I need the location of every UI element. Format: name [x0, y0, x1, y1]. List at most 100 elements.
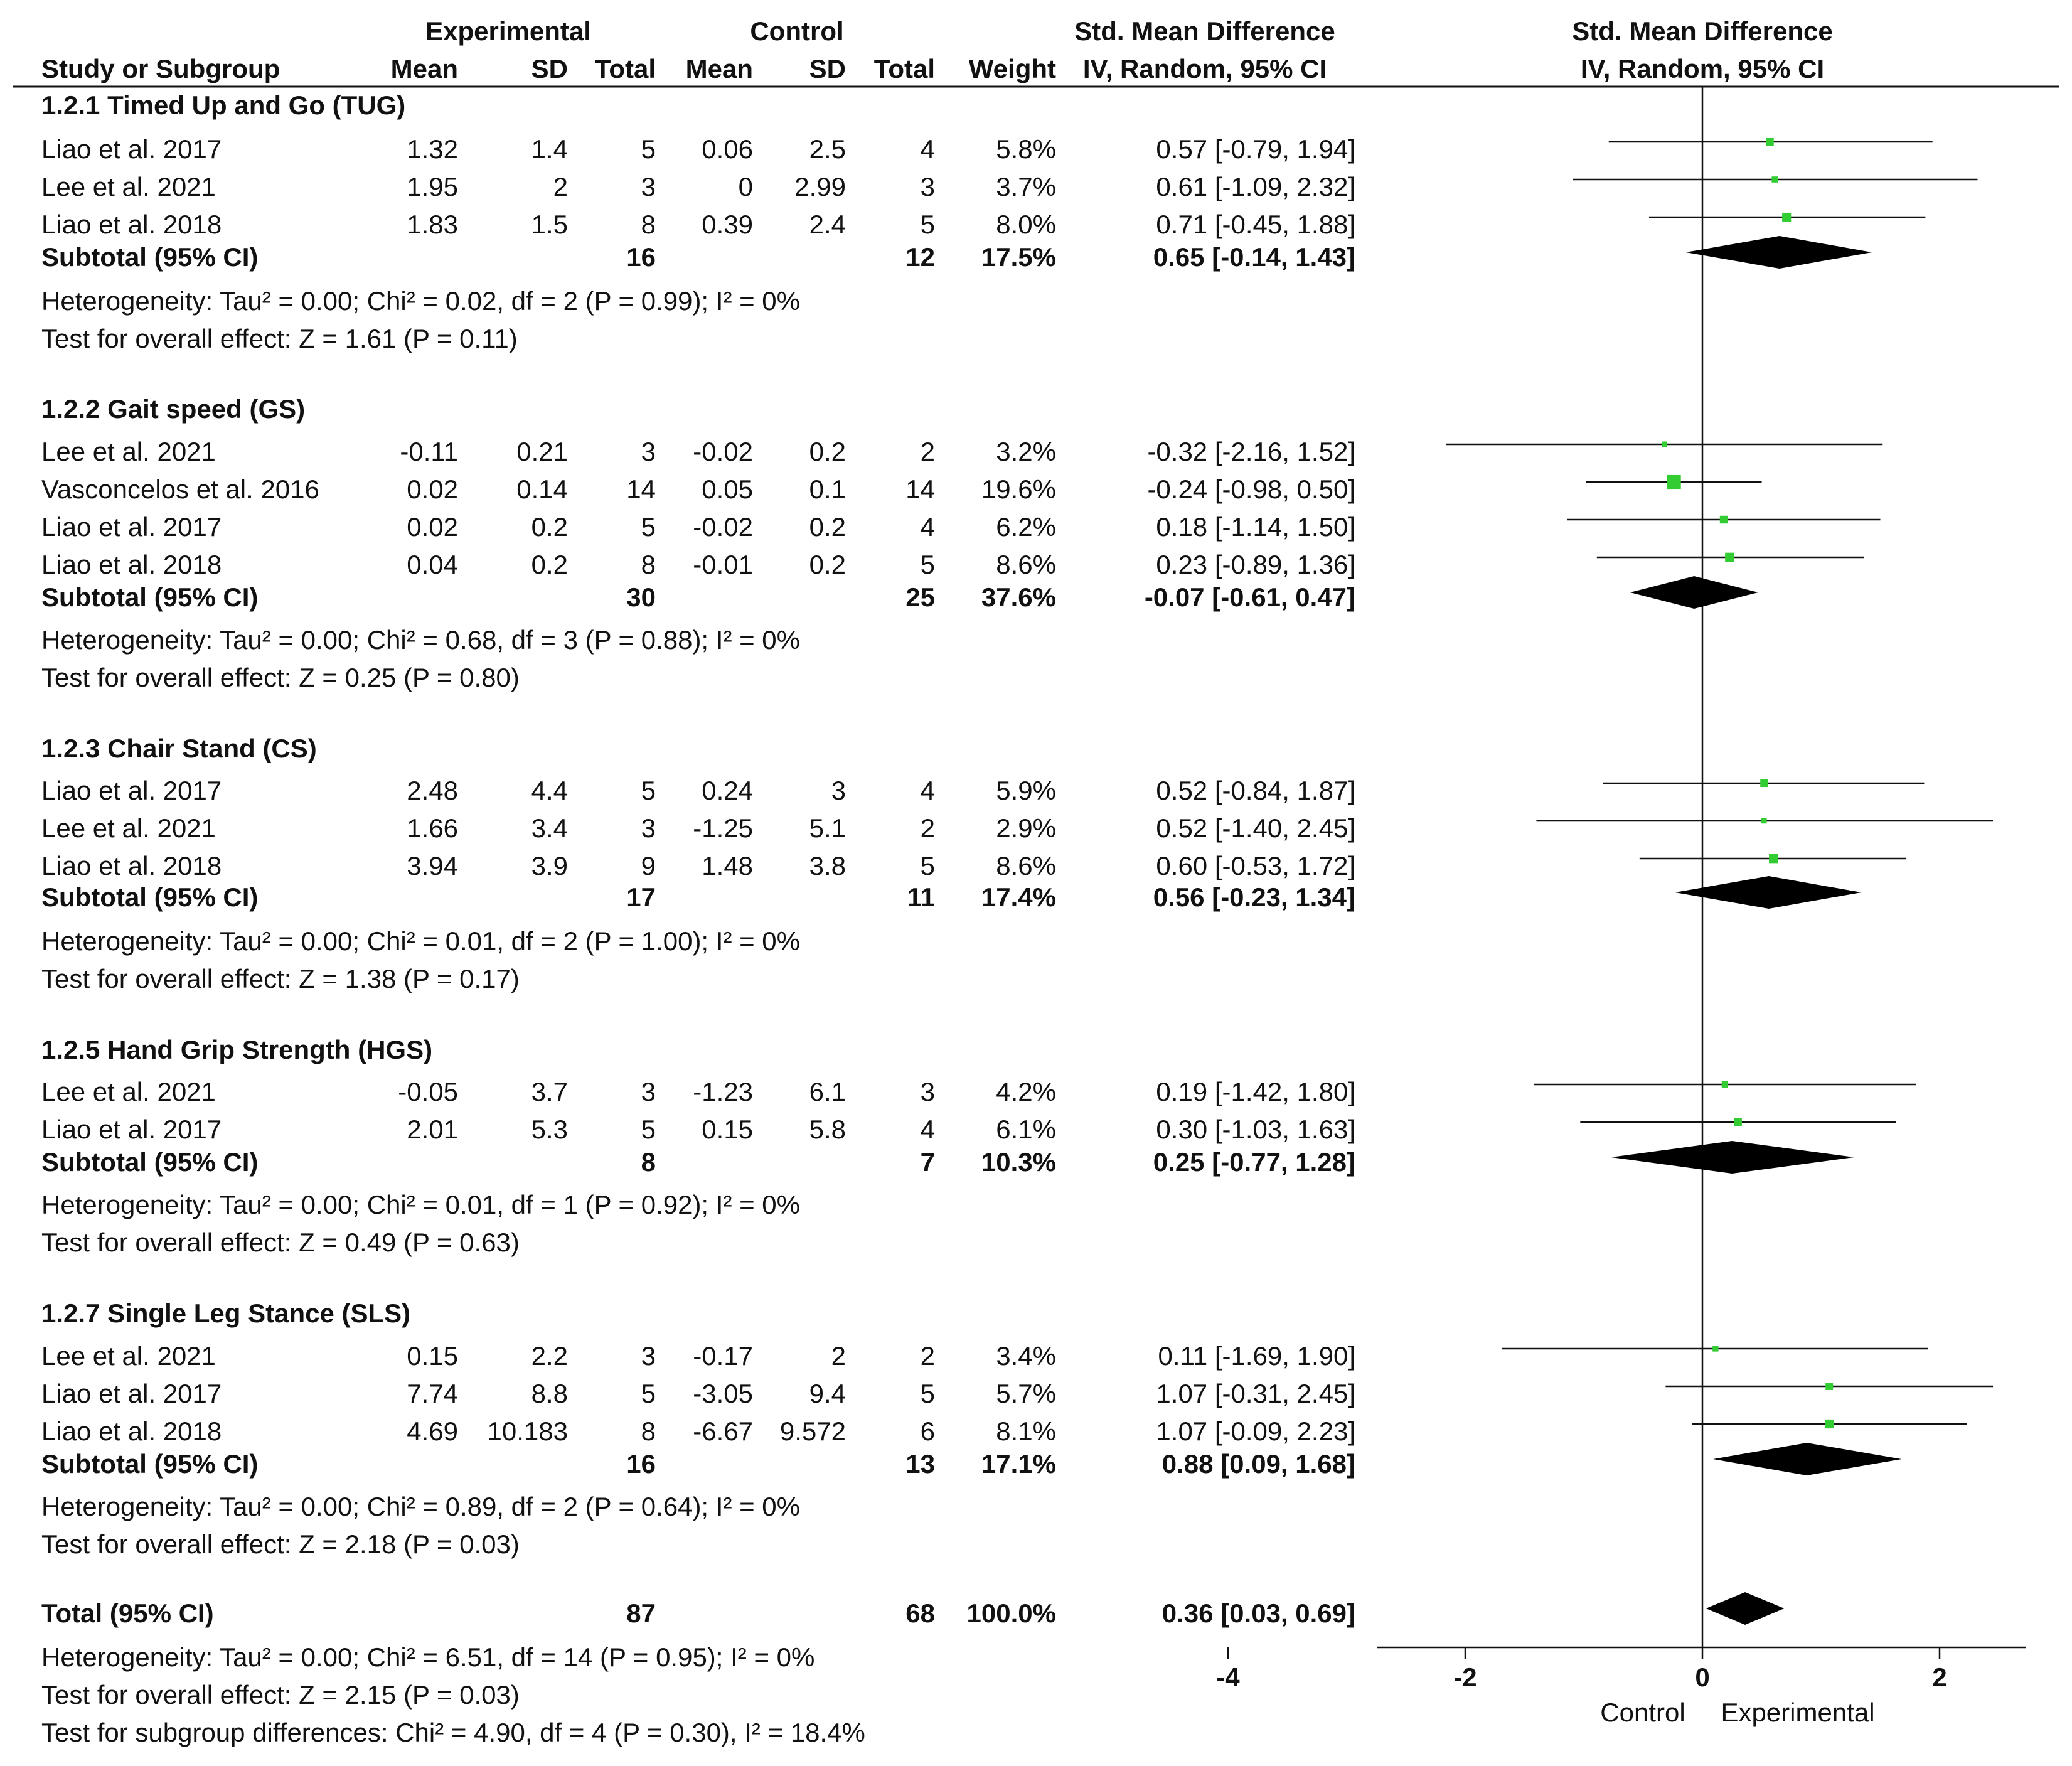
c-mean: -0.02 [693, 512, 753, 542]
subtotal-diamond [1685, 236, 1872, 269]
e-total: 5 [641, 1115, 656, 1144]
e-sd: 3.7 [531, 1077, 568, 1106]
subtotal-ci-text: 0.88 [0.09, 1.68] [1161, 1449, 1355, 1479]
c-sd: 2.5 [809, 134, 846, 164]
ci-text: 0.11 [-1.69, 1.90] [1158, 1341, 1355, 1371]
e-mean: -0.11 [400, 437, 458, 466]
subtotal-e-total: 16 [626, 242, 656, 272]
c-sd: 0.2 [809, 437, 846, 466]
total-label: Total (95% CI) [41, 1598, 214, 1628]
ci-text: 0.71 [-0.45, 1.88] [1156, 210, 1355, 239]
e-sd: 1.5 [531, 210, 568, 239]
c-sd: 6.1 [809, 1077, 846, 1106]
c-mean: 0.39 [702, 210, 753, 239]
c-sd: 5.8 [809, 1115, 846, 1144]
e-mean: 0.02 [407, 512, 458, 542]
e-total: 8 [641, 210, 656, 239]
overall-effect-text: Test for overall effect: Z = 2.18 (P = 0… [41, 1529, 520, 1559]
subtotal-diamond [1713, 1443, 1902, 1475]
total-weight: 100.0% [966, 1598, 1056, 1628]
favours-experimental: Experimental [1721, 1698, 1875, 1727]
header-smd-table: Std. Mean Difference [1074, 16, 1335, 46]
c-mean: -6.67 [693, 1416, 753, 1446]
subtotal-label: Subtotal (95% CI) [41, 882, 259, 912]
heterogeneity-text: Heterogeneity: Tau² = 0.00; Chi² = 0.89,… [41, 1492, 800, 1521]
c-mean: -0.02 [693, 437, 753, 466]
weight: 4.2% [996, 1077, 1056, 1106]
x-tick-label: 0 [1695, 1662, 1710, 1692]
e-sd: 0.2 [531, 512, 568, 542]
effect-square [1662, 441, 1667, 447]
e-mean: 2.01 [407, 1115, 458, 1144]
e-total: 5 [641, 134, 656, 164]
heterogeneity-text: Heterogeneity: Tau² = 0.00; Chi² = 0.68,… [41, 625, 800, 655]
subtotal-c-total: 13 [905, 1449, 935, 1479]
weight: 5.9% [996, 776, 1056, 805]
effect-square [1734, 1118, 1742, 1126]
c-sd: 3 [831, 776, 846, 805]
effect-square [1769, 854, 1778, 864]
c-sd: 0.2 [809, 512, 846, 542]
c-mean: 0.24 [702, 776, 753, 805]
c-sd: 2 [831, 1341, 846, 1371]
study-name: Lee et al. 2021 [41, 813, 216, 843]
weight: 8.6% [996, 851, 1056, 880]
effect-square [1825, 1383, 1834, 1390]
ci-text: -0.24 [-0.98, 0.50] [1147, 474, 1355, 504]
group-title: 1.2.7 Single Leg Stance (SLS) [41, 1298, 411, 1328]
c-total: 4 [920, 776, 935, 805]
ci-text: 0.61 [-1.09, 2.32] [1156, 172, 1355, 201]
overall-effect-text: Test for overall effect: Z = 0.25 (P = 0… [41, 663, 520, 692]
e-mean: 2.48 [407, 776, 458, 805]
ci-text: -0.32 [-2.16, 1.52] [1147, 437, 1355, 466]
subtotal-weight: 10.3% [981, 1147, 1056, 1177]
c-mean: 0.15 [702, 1115, 753, 1144]
x-tick-label: -2 [1453, 1662, 1477, 1692]
study-name: Liao et al. 2017 [41, 512, 222, 542]
col-ci-table: IV, Random, 95% CI [1082, 54, 1327, 83]
e-mean: 0.15 [407, 1341, 458, 1371]
effect-square [1719, 515, 1728, 524]
e-sd: 2.2 [531, 1341, 568, 1371]
e-mean: 3.94 [407, 851, 458, 880]
e-mean: 0.04 [407, 550, 458, 579]
c-total: 5 [920, 1379, 935, 1408]
subtotal-c-total: 7 [920, 1147, 935, 1177]
header-smd-plot: Std. Mean Difference [1572, 16, 1833, 46]
subtotal-c-total: 11 [907, 882, 935, 912]
e-total: 5 [641, 1379, 656, 1408]
e-total: 5 [641, 512, 656, 542]
study-name: Liao et al. 2017 [41, 134, 222, 164]
c-mean: -3.05 [693, 1379, 753, 1408]
c-total: 4 [920, 512, 935, 542]
study-name: Lee et al. 2021 [41, 1341, 216, 1371]
total-c-total: 68 [905, 1598, 935, 1628]
subtotal-diamond [1675, 876, 1862, 909]
col-c-mean: Mean [685, 54, 753, 83]
e-total: 5 [641, 776, 656, 805]
ci-text: 0.60 [-0.53, 1.72] [1156, 851, 1355, 880]
group-title: 1.2.2 Gait speed (GS) [41, 394, 306, 424]
study-name: Liao et al. 2018 [41, 210, 222, 239]
subtotal-label: Subtotal (95% CI) [41, 1147, 259, 1177]
e-total: 3 [641, 813, 656, 843]
weight: 6.2% [996, 512, 1056, 542]
col-c-sd: SD [809, 54, 846, 83]
e-total: 14 [626, 474, 656, 504]
c-mean: -0.17 [693, 1341, 753, 1371]
c-total: 2 [920, 813, 935, 843]
c-sd: 2.4 [809, 210, 846, 239]
subtotal-weight: 37.6% [981, 582, 1056, 612]
col-study: Study or Subgroup [41, 54, 280, 83]
ci-text: 0.52 [-0.84, 1.87] [1156, 776, 1355, 805]
x-tick-label: 4 [1926, 1664, 2072, 1691]
subtotal-c-total: 25 [905, 582, 935, 612]
c-total: 5 [920, 851, 935, 880]
overall-effect-text: Test for overall effect: Z = 0.49 (P = 0… [41, 1228, 520, 1257]
total-diamond [1706, 1592, 1785, 1625]
study-name: Lee et al. 2021 [41, 437, 216, 466]
study-name: Liao et al. 2018 [41, 1416, 222, 1446]
total-ci-text: 0.36 [0.03, 0.69] [1161, 1598, 1355, 1628]
x-tick-label: -4 [1216, 1662, 1240, 1692]
